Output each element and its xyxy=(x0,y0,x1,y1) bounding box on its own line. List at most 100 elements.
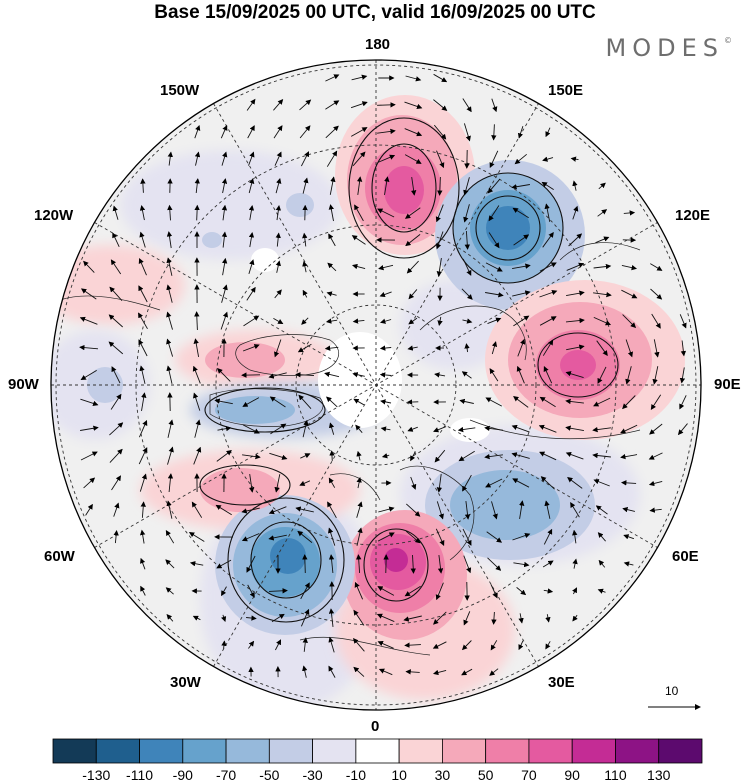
wind-vector-arrow xyxy=(623,561,634,567)
wind-vector-arrow xyxy=(355,424,363,433)
wind-vector-arrow xyxy=(593,397,611,407)
wind-vector-arrow xyxy=(140,557,146,570)
wind-vector-arrow xyxy=(275,639,282,651)
wind-vector-arrow xyxy=(597,366,607,384)
wind-vector-arrow xyxy=(328,204,334,222)
wind-vector-arrow xyxy=(242,424,260,434)
wind-vector-arrow xyxy=(489,668,499,676)
wind-vector-arrow xyxy=(80,288,97,300)
wind-vector-arrow xyxy=(404,128,423,137)
wind-vector-arrow xyxy=(270,423,287,435)
wind-vector-arrow xyxy=(192,365,201,384)
lon-label-90w: 90W xyxy=(8,376,39,393)
wind-vector-arrow xyxy=(513,396,529,408)
wind-vector-arrow xyxy=(113,530,119,544)
wind-vector-arrow xyxy=(542,339,554,356)
wind-vector-arrow xyxy=(433,99,448,111)
wind-vector-arrow xyxy=(352,151,366,167)
wind-vector-arrow xyxy=(519,500,525,519)
wind-vector-arrow xyxy=(458,450,475,462)
wind-vector-arrow xyxy=(463,123,471,142)
wind-vector-arrow xyxy=(649,423,663,435)
wind-vector-arrow xyxy=(191,501,203,518)
wind-vector-arrow xyxy=(539,262,557,272)
wind-vector-arrow xyxy=(433,124,447,140)
colorbar-swatch xyxy=(95,738,140,764)
wind-vector-arrow xyxy=(221,178,228,194)
wind-vector-arrow xyxy=(327,262,337,272)
wind-vector-arrow xyxy=(491,501,498,520)
wind-vector-arrow xyxy=(214,398,233,405)
wind-vector-arrow xyxy=(325,100,340,110)
wind-vector-arrow xyxy=(487,178,501,194)
wind-vector-arrow xyxy=(248,232,255,248)
wind-vector-arrow xyxy=(461,288,473,300)
wind-vector-arrow xyxy=(648,480,663,487)
wind-vector-arrow xyxy=(113,502,120,517)
wind-vector-arrow xyxy=(436,474,443,493)
wind-vector-arrow xyxy=(138,285,148,303)
wind-vector-arrow xyxy=(329,176,336,195)
wind-vector-arrow xyxy=(485,478,503,488)
brand-name: MODES xyxy=(605,34,724,62)
wind-vector-arrow xyxy=(516,365,525,384)
wind-vector-arrow xyxy=(649,507,662,513)
wind-vector-arrow xyxy=(300,453,311,459)
wind-vector-arrow xyxy=(167,446,174,465)
wind-vector-arrow xyxy=(109,422,124,436)
wind-vector-arrow xyxy=(407,426,418,432)
wind-vector-arrow xyxy=(512,207,529,219)
wind-vector-arrow xyxy=(80,451,98,461)
wind-vector-arrow xyxy=(138,419,148,438)
wind-vector-arrow xyxy=(513,315,530,327)
lon-label-60w: 60W xyxy=(44,548,75,565)
wind-vector-arrow xyxy=(539,396,556,408)
wind-vector-arrow xyxy=(302,419,309,438)
wind-vector-arrow xyxy=(597,209,608,217)
wind-vector-arrow xyxy=(329,450,335,461)
wind-vector-arrow xyxy=(377,154,396,163)
wind-vector-arrow xyxy=(513,234,530,246)
wind-vector-arrow xyxy=(516,587,527,596)
wind-vector-arrow xyxy=(572,558,578,569)
wind-vector-arrow xyxy=(325,74,340,82)
wind-vector-arrow xyxy=(489,150,499,169)
wind-vector-arrow xyxy=(488,205,500,222)
wind-vector-arrow xyxy=(221,640,227,649)
wind-vector-arrow xyxy=(108,341,124,355)
wind-vector-arrow xyxy=(221,284,228,303)
wind-vector-arrow xyxy=(194,204,200,221)
wind-vector-arrow xyxy=(80,398,99,406)
wind-vector-arrow xyxy=(300,608,310,627)
wind-vector-arrow xyxy=(620,453,638,460)
wind-vector-arrow xyxy=(593,291,612,298)
colorbar-tick-label: 110 xyxy=(604,767,627,783)
wind-vector-arrow xyxy=(538,424,557,433)
wind-vector-arrow xyxy=(378,668,393,676)
wind-vector-arrow xyxy=(410,476,417,490)
wind-vector-arrow xyxy=(351,74,368,81)
colorbar-swatch xyxy=(182,738,227,764)
wind-vector-arrow xyxy=(434,449,446,463)
wind-vector-arrow xyxy=(463,177,470,196)
wind-vector-arrow xyxy=(486,531,503,543)
wind-vector-arrow xyxy=(242,397,260,407)
wind-vector-arrow xyxy=(194,419,201,438)
wind-vector-arrow xyxy=(302,637,308,652)
wind-vector-arrow xyxy=(295,372,315,378)
wind-vector-arrow xyxy=(679,395,687,410)
wind-vector-arrow xyxy=(325,125,339,139)
wind-vector-arrow xyxy=(246,286,256,301)
wind-vector-arrow xyxy=(166,257,173,276)
wind-vector-arrow xyxy=(268,506,287,515)
wind-vector-arrow xyxy=(295,506,314,513)
wind-vector-arrow xyxy=(353,609,365,626)
wind-vector-arrow xyxy=(623,210,636,216)
wind-vector-arrow xyxy=(405,75,422,82)
colorbar-tick-label: 10 xyxy=(391,767,407,783)
colorbar-tick-label: -50 xyxy=(259,767,280,783)
wind-vector-arrow xyxy=(405,530,421,544)
wind-vector-arrow xyxy=(572,614,578,622)
wind-vector-arrow xyxy=(248,474,255,493)
wind-vector-arrow xyxy=(111,475,121,491)
